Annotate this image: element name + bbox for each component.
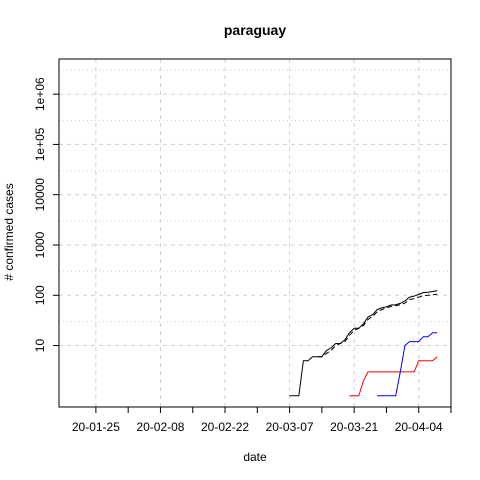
x-tick-label: 20-02-22 [201,420,249,434]
x-tick-label: 20-04-04 [395,420,443,434]
x-axis: 20-01-25 20-02-08 20-02-22 20-03-07 20-03-21… [72,406,452,434]
x-tick-label: 20-03-07 [266,420,314,434]
y-tick-label: 10000 [33,178,47,212]
y-tick-label: 100 [33,285,47,305]
chart-title: paraguay [224,22,286,38]
series-group [289,290,438,397]
x-tick-label: 20-02-08 [136,420,184,434]
y-axis: 10 100 1000 10000 1e+05 1e+06 [33,77,59,352]
series-line-2 [317,293,438,358]
y-axis-label: # confirmed cases [2,183,16,280]
x-axis-label: date [243,450,267,464]
y-tick-label: 1e+06 [33,77,47,111]
x-tick-label: 20-03-21 [330,420,378,434]
y-tick-label: 1000 [33,231,47,258]
series-line-4 [377,332,438,397]
series-line-1 [289,290,438,397]
y-tick-label: 10 [33,339,47,353]
series-line-3 [349,356,438,397]
grid [59,59,451,407]
y-tick-label: 1e+05 [33,127,47,161]
x-tick-label: 20-01-25 [72,420,120,434]
